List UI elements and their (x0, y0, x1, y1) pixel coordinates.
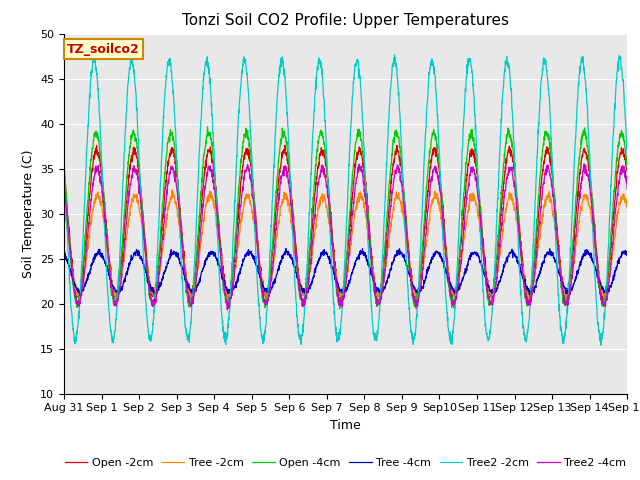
Tree2 -4cm (60, 185, 68, 191)
Open -4cm (510, 156, 518, 161)
Tree -2cm (218, 259, 225, 264)
Open -2cm (337, 298, 344, 304)
Open -4cm (60, 165, 68, 171)
Open -2cm (589, 211, 597, 216)
Open -2cm (510, 166, 518, 171)
Tree2 -2cm (390, 51, 398, 57)
Tree2 -2cm (574, 97, 582, 103)
Tree2 -4cm (217, 256, 225, 262)
Open -4cm (375, 297, 383, 302)
Open -4cm (623, 164, 631, 170)
Tree -2cm (362, 212, 370, 218)
Tree2 -4cm (223, 307, 231, 312)
Title: Tonzi Soil CO2 Profile: Upper Temperatures: Tonzi Soil CO2 Profile: Upper Temperatur… (182, 13, 509, 28)
Open -2cm (281, 143, 289, 148)
Open -2cm (623, 169, 631, 175)
Tree2 -2cm (589, 239, 597, 245)
Tree -4cm (574, 271, 582, 276)
Line: Tree2 -4cm: Tree2 -4cm (64, 164, 627, 310)
Tree -2cm (509, 201, 517, 207)
Tree -2cm (374, 287, 382, 293)
Tree -2cm (574, 228, 582, 234)
Y-axis label: Soil Temperature (C): Soil Temperature (C) (22, 149, 35, 278)
Open -4cm (218, 258, 225, 264)
Open -2cm (60, 169, 68, 175)
Tree2 -4cm (509, 178, 517, 183)
Tree -2cm (525, 297, 533, 303)
Open -2cm (217, 245, 225, 251)
Open -4cm (589, 211, 597, 217)
X-axis label: Time: Time (330, 419, 361, 432)
Tree2 -4cm (623, 187, 631, 192)
Tree -2cm (60, 206, 68, 212)
Tree -4cm (362, 257, 370, 263)
Tree2 -4cm (374, 300, 382, 306)
Tree -4cm (282, 246, 289, 252)
Line: Open -4cm: Open -4cm (64, 127, 627, 309)
Line: Open -2cm: Open -2cm (64, 145, 627, 301)
Tree2 -2cm (217, 300, 225, 306)
Tree -2cm (623, 205, 631, 211)
Tree -4cm (76, 293, 84, 299)
Tree2 -4cm (362, 201, 370, 206)
Open -2cm (362, 191, 370, 196)
Tree2 -2cm (623, 151, 631, 156)
Tree -4cm (60, 251, 68, 256)
Legend: Open -2cm, Tree -2cm, Open -4cm, Tree -4cm, Tree2 -2cm, Tree2 -4cm: Open -2cm, Tree -2cm, Open -4cm, Tree -4… (61, 453, 630, 472)
Open -2cm (375, 293, 383, 299)
Text: TZ_soilco2: TZ_soilco2 (67, 43, 140, 56)
Line: Tree -2cm: Tree -2cm (64, 190, 627, 300)
Open -4cm (336, 306, 344, 312)
Open -2cm (574, 189, 582, 195)
Tree2 -2cm (374, 326, 382, 332)
Tree2 -4cm (574, 212, 582, 218)
Tree2 -2cm (597, 342, 605, 348)
Open -4cm (362, 188, 370, 193)
Tree -4cm (375, 288, 383, 294)
Tree -2cm (168, 187, 176, 193)
Line: Tree -4cm: Tree -4cm (64, 249, 627, 296)
Line: Tree2 -2cm: Tree2 -2cm (64, 54, 627, 345)
Tree2 -4cm (580, 161, 588, 167)
Tree -4cm (623, 252, 631, 258)
Tree -4cm (589, 260, 597, 266)
Tree -2cm (589, 230, 597, 236)
Tree -4cm (218, 271, 225, 277)
Tree2 -2cm (362, 186, 370, 192)
Tree2 -2cm (509, 134, 517, 140)
Tree -4cm (510, 251, 518, 257)
Tree2 -2cm (60, 150, 68, 156)
Open -4cm (574, 171, 582, 177)
Open -4cm (204, 124, 211, 130)
Tree2 -4cm (589, 220, 597, 226)
